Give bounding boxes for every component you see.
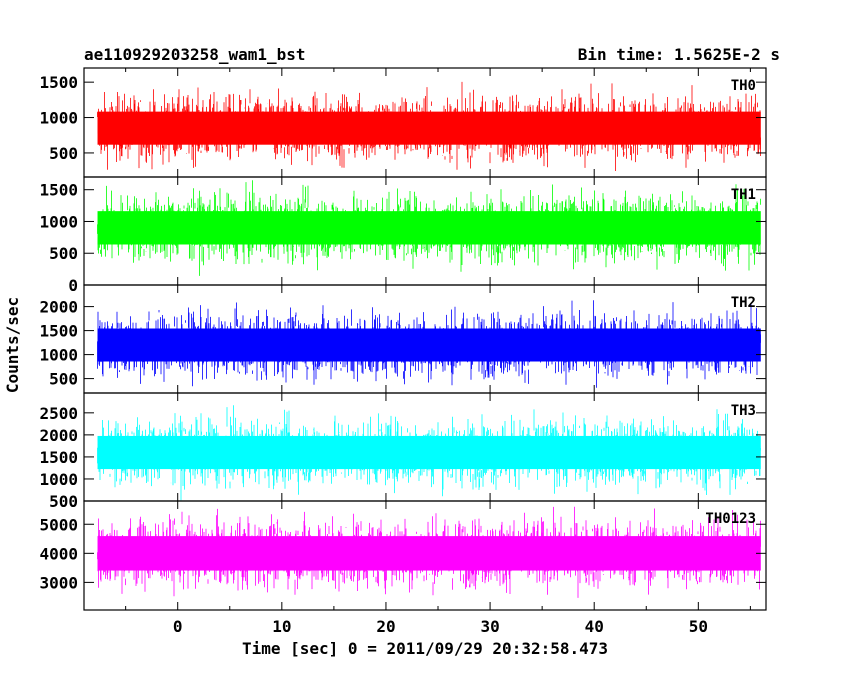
x-tick-label: 50 — [689, 617, 708, 636]
y-tick-label: 1000 — [39, 109, 78, 128]
y-axis-label: Counts/sec — [3, 297, 22, 393]
y-tick-label: 500 — [49, 370, 78, 389]
x-tick-label: 20 — [376, 617, 395, 636]
chart-title-right: Bin time: 1.5625E-2 s — [578, 45, 780, 64]
series-th0-core — [97, 111, 761, 145]
y-tick-label: 1000 — [39, 212, 78, 231]
series-th0123-core — [97, 536, 761, 571]
y-tick-label: 5000 — [39, 515, 78, 534]
x-axis: 0 10 20 30 40 50 — [125, 68, 751, 636]
x-tick-label: 10 — [272, 617, 291, 636]
y-tick-label: 3000 — [39, 573, 78, 592]
y-tick-label: 2000 — [39, 426, 78, 445]
x-tick-label: 0 — [173, 617, 183, 636]
panel-label-th0123: TH0123 — [705, 511, 756, 527]
panel-label-th2: TH2 — [731, 295, 756, 311]
series-th2-core — [97, 328, 761, 362]
y-tick-label: 500 — [49, 492, 78, 511]
panel-label-th0: TH0 — [731, 78, 756, 94]
y-tick-label: 1500 — [39, 322, 78, 341]
y-tick-label: 2500 — [39, 404, 78, 423]
x-tick-label: 40 — [585, 617, 604, 636]
panel-label-th1: TH1 — [731, 187, 756, 203]
panel-label-th3: TH3 — [731, 403, 756, 419]
y-tick-label: 4000 — [39, 544, 78, 563]
x-tick-label: 30 — [480, 617, 499, 636]
y-tick-label: 1000 — [39, 346, 78, 365]
panel-frame-th0123 — [83, 500, 767, 611]
series-th1-core — [97, 211, 761, 245]
y-tick-label: 500 — [49, 244, 78, 263]
x-axis-label: Time [sec] 0 = 2011/09/29 20:32:58.473 — [242, 639, 608, 658]
y-tick-label: 1500 — [39, 181, 78, 200]
y-tick-label: 1000 — [39, 470, 78, 489]
y-tick-label: 2000 — [39, 298, 78, 317]
chart-title-left: ae110929203258_wam1_bst — [84, 45, 306, 64]
series-th3-core — [97, 435, 761, 470]
y-tick-label: 500 — [49, 144, 78, 163]
y-tick-label: 1500 — [39, 73, 78, 92]
panels-group: 500 1000 1500 TH0 0 500 1000 1500 TH1 500 1000 1500… — [39, 67, 767, 611]
y-tick-label: 1500 — [39, 448, 78, 467]
y-tick-label: 0 — [68, 276, 78, 295]
